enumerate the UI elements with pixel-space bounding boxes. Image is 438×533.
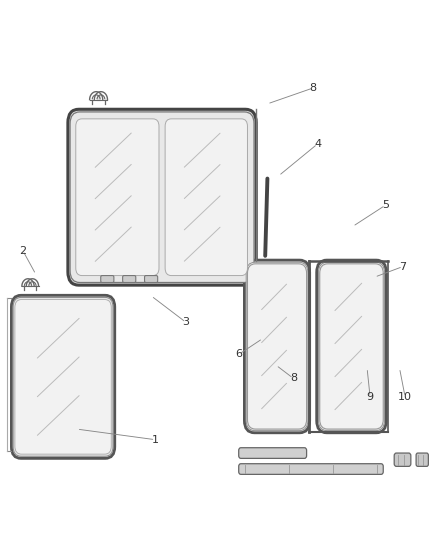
Text: 9: 9 [367,392,374,402]
Text: 8: 8 [290,374,297,383]
FancyBboxPatch shape [101,276,114,282]
FancyBboxPatch shape [317,260,386,433]
Text: 2: 2 [19,246,26,255]
Text: 3: 3 [183,318,190,327]
Text: 6: 6 [235,350,242,359]
FancyBboxPatch shape [416,453,428,466]
FancyBboxPatch shape [244,260,310,433]
FancyBboxPatch shape [165,119,247,276]
FancyBboxPatch shape [11,295,115,458]
Text: 7: 7 [399,262,406,271]
FancyBboxPatch shape [239,448,307,458]
FancyBboxPatch shape [123,276,136,282]
FancyBboxPatch shape [13,297,113,456]
FancyBboxPatch shape [70,112,254,282]
FancyBboxPatch shape [394,453,411,466]
FancyBboxPatch shape [145,276,158,282]
Text: 10: 10 [398,392,412,402]
Text: 4: 4 [314,139,321,149]
FancyBboxPatch shape [320,264,383,429]
Text: 1: 1 [152,435,159,445]
Text: 5: 5 [382,200,389,210]
FancyBboxPatch shape [246,262,308,431]
FancyBboxPatch shape [76,119,159,276]
Text: 8: 8 [310,83,317,93]
FancyBboxPatch shape [247,264,307,429]
FancyBboxPatch shape [68,109,256,285]
FancyBboxPatch shape [15,300,111,454]
FancyBboxPatch shape [318,262,385,431]
FancyBboxPatch shape [239,464,383,474]
